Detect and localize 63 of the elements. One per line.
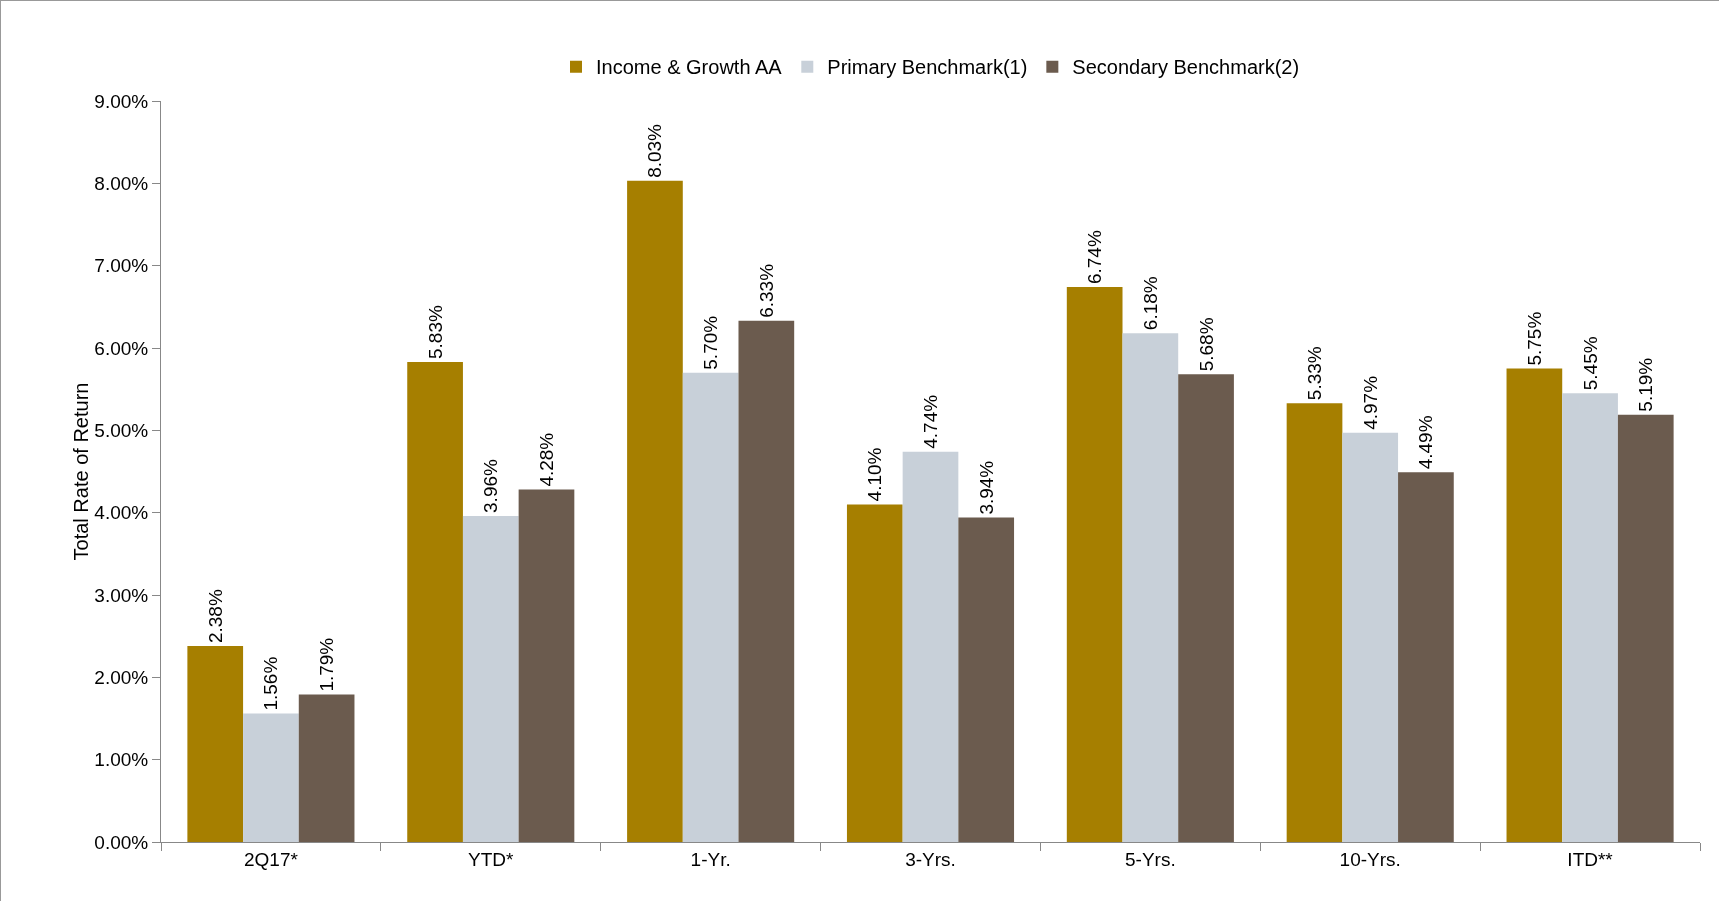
data-label: 5.45% [1579,336,1601,391]
bar [738,320,795,842]
data-label: 1.79% [316,637,338,692]
x-tick-label: YTD* [468,848,515,870]
data-label: 5.68% [1195,317,1217,372]
bar [243,713,299,842]
x-tick-label: ITD** [1567,848,1614,870]
x-tick-label: 5-Yrs. [1125,848,1176,870]
data-label: 6.18% [1139,276,1161,331]
bar [1286,403,1343,842]
bar [1122,333,1179,842]
data-label: 4.74% [920,394,941,449]
bar [187,646,244,842]
y-tick-label: 2.00% [94,666,149,688]
bar [462,515,519,842]
y-tick-label: 3.00% [94,584,149,606]
bar [846,504,903,842]
data-label: 6.33% [755,263,777,318]
data-label: 3.94% [975,460,997,515]
bar [1066,287,1123,842]
data-label: 2.38% [204,589,226,644]
y-tick-label: 4.00% [94,502,149,524]
data-label: 5.75% [1523,311,1545,366]
legend-label: Secondary Benchmark(2) [1072,56,1300,79]
bar [958,517,1015,842]
y-tick-label: 1.00% [94,749,149,771]
data-label: 5.83% [424,305,446,359]
y-tick-label: 6.00% [94,337,149,359]
bar [1562,393,1618,842]
data-label: 5.70% [700,315,722,370]
y-tick-label: 7.00% [94,255,149,277]
data-label: 5.19% [1635,357,1657,412]
bar [298,694,355,842]
data-label: 8.03% [644,123,666,178]
y-tick-label: 5.00% [94,419,149,441]
x-tick-label: 1-Yr. [690,848,731,870]
x-tick-label: 10-Yrs. [1339,848,1401,870]
x-tick-label: 3-Yrs. [905,848,956,870]
bar [518,489,575,842]
y-tick-label: 0.00% [94,831,149,853]
y-tick-label: 8.00% [94,172,149,194]
data-label: 4.97% [1359,375,1381,430]
y-axis-title: Total Rate of Return [70,382,93,561]
data-label: 5.33% [1304,346,1326,401]
x-tick-label: 2Q17* [243,848,299,870]
data-label: 4.28% [535,432,557,487]
bar [902,451,959,842]
bar [407,362,463,842]
data-label: 4.49% [1415,415,1437,470]
legend-label: Primary Benchmark(1) [827,56,1028,79]
data-label: 4.10% [864,447,886,502]
bar [1178,374,1234,842]
bar [627,180,683,842]
data-label: 1.56% [260,656,282,711]
y-tick-label: 9.00% [94,90,149,112]
bar [1398,472,1454,842]
bar [1506,368,1563,842]
data-label: 3.96% [480,458,502,513]
bar [682,372,739,842]
data-label: 6.74% [1084,230,1106,285]
bar [1342,432,1399,842]
legend-label: Income & Growth AA [596,56,783,79]
bar [1617,414,1674,842]
